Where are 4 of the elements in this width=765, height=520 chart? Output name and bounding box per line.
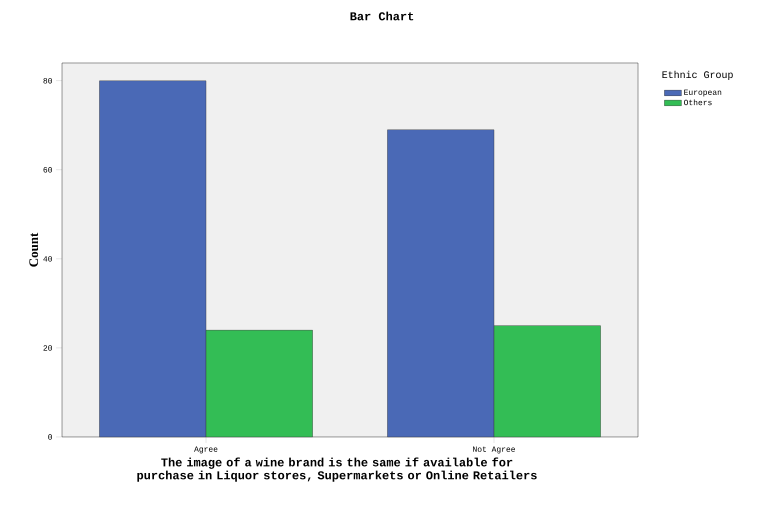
x-axis-title: The image of a wine brand is the same if available for purchase in Liquor stores, Supermarkets or Online Retailers [137, 458, 537, 482]
y-axis-title: Count [29, 232, 38, 267]
legend-title: Ethnic Group [662, 70, 733, 80]
chart-title: Bar Chart [350, 12, 414, 20]
